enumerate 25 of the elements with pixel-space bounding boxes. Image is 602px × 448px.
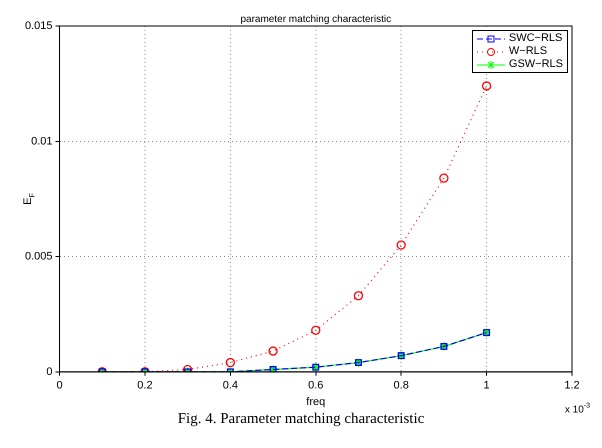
chart-title: parameter matching characteristic	[240, 14, 392, 25]
point	[439, 174, 449, 183]
point	[396, 240, 406, 250]
x-axis-title: freq	[306, 396, 326, 408]
y-tick-label: 0.005	[24, 250, 53, 263]
x-tick-label: 0.6	[308, 379, 324, 392]
x-tick-label: 0	[56, 379, 63, 392]
point	[482, 81, 492, 91]
caption: Fig. 4. Parameter matching characteristic	[178, 411, 424, 427]
x-tick-label: 1.2	[564, 379, 580, 392]
x-tick-label: 1	[484, 379, 490, 392]
point	[311, 326, 320, 335]
point	[268, 346, 278, 356]
point	[354, 291, 364, 300]
x-tick-label: 0.8	[394, 379, 409, 392]
point	[226, 358, 235, 368]
y-tick-label: 0.01	[31, 135, 53, 148]
point	[182, 364, 192, 372]
legend-label: SWC−RLS	[508, 32, 562, 45]
legend-label: W−RLS	[508, 45, 548, 58]
legend-label: GSW−RLS	[508, 58, 563, 71]
x-tick-label: 0.4	[222, 379, 238, 392]
y-tick-label: 0	[46, 366, 53, 378]
x-tick-label: 0.2	[137, 379, 153, 392]
y-tick-label: 0.015	[24, 20, 53, 32]
